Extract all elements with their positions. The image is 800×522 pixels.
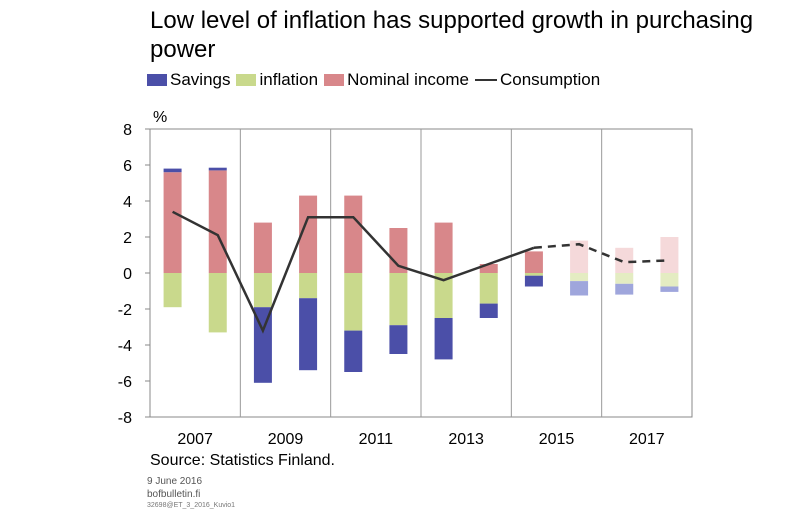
x-tick-label: 2013 (448, 431, 484, 448)
x-tick-label: 2007 (177, 431, 213, 448)
bar-inflation (479, 273, 498, 304)
bar-nominal-income (344, 195, 363, 273)
y-tick-label: 2 (123, 230, 132, 247)
bar-nominal-income (479, 264, 498, 273)
legend-swatch-nominal-income (324, 74, 345, 86)
bar-savings (524, 275, 543, 287)
legend-label-consumption: Consumption (499, 70, 601, 89)
legend-swatch-savings (147, 74, 167, 86)
legend-item-inflation: inflation (236, 70, 318, 90)
bar-inflation (299, 273, 318, 299)
bar-savings (163, 168, 182, 173)
bar-inflation (253, 273, 272, 308)
consumption-line (172, 210, 535, 334)
x-tick-label: 2017 (629, 431, 665, 448)
y-tick-label: -8 (118, 410, 132, 427)
legend-item-savings: Savings (147, 70, 230, 90)
bar-savings (389, 325, 408, 354)
legend-item-consumption: Consumption (474, 70, 601, 90)
bar-savings (434, 318, 453, 360)
publication-site: bofbulletin.fi (147, 489, 201, 500)
bar-savings (660, 286, 679, 292)
legend-swatch-consumption (474, 79, 497, 81)
y-tick-label: -2 (118, 302, 132, 319)
x-tick-label: 2009 (268, 431, 304, 448)
bar-savings (570, 281, 589, 296)
legend-swatch-inflation (236, 74, 257, 86)
bar-inflation (208, 273, 227, 333)
bar-savings (208, 167, 227, 171)
chart-title: Low level of inflation has supported gro… (150, 7, 754, 63)
bar-savings (253, 307, 272, 383)
legend-label-nominal-income: Nominal income (347, 70, 469, 89)
publication-date: 9 June 2016 (147, 476, 203, 487)
legend-item-nominal-income: Nominal income (324, 70, 469, 90)
x-tick-label: 2011 (359, 431, 394, 448)
y-axis-label: % (153, 109, 167, 126)
bar-nominal-income (434, 222, 453, 273)
bar-nominal-income (299, 195, 318, 273)
bar-nominal-income (660, 237, 679, 273)
x-tick-label: 2015 (539, 431, 575, 448)
bar-nominal-income (570, 240, 589, 273)
y-tick-label: 6 (123, 158, 132, 175)
bar-nominal-income (524, 251, 543, 273)
bar-nominal-income (253, 222, 272, 273)
bar-inflation (434, 273, 453, 318)
bar-savings (344, 330, 363, 372)
legend-label-inflation: inflation (259, 70, 319, 89)
bar-inflation (163, 273, 182, 308)
legend-label-savings: Savings (170, 70, 231, 89)
y-tick-label: 0 (123, 266, 132, 283)
bar-nominal-income (163, 172, 182, 273)
bar-savings (615, 283, 634, 295)
bar-inflation (389, 273, 408, 326)
chart-code: 32698@ET_3_2016_Kuvio1 (147, 502, 236, 509)
y-tick-label: -6 (118, 374, 132, 391)
chart-source: Source: Statistics Finland. (150, 452, 335, 469)
bar-savings (299, 298, 318, 371)
bar-inflation (660, 273, 679, 287)
bar-inflation (615, 273, 634, 284)
bar-savings (479, 303, 498, 318)
chart-plot: -8 -6 -4 -2 0 2 4 6 8% 2007 2009 2011 2013 2015 2017 (118, 109, 693, 448)
y-tick-label: -4 (118, 338, 132, 355)
bar-inflation (524, 273, 543, 276)
bar-inflation (344, 273, 363, 331)
bar-nominal-income (208, 170, 227, 273)
consumption-line-forecast (533, 242, 670, 264)
y-tick-label: 8 (123, 122, 132, 139)
chart-legend: Savings inflation Nominal income Consump… (147, 69, 606, 91)
y-tick-label: 4 (123, 194, 132, 211)
bar-nominal-income (615, 247, 634, 273)
bar-inflation (570, 273, 589, 282)
